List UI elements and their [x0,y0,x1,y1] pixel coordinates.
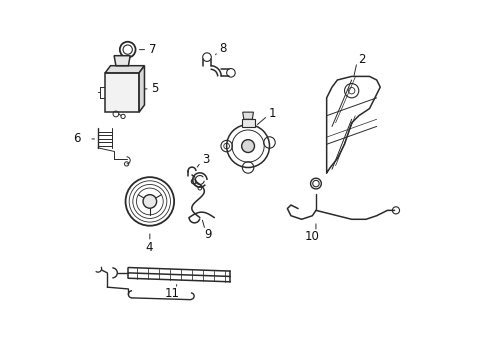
Circle shape [191,179,196,184]
Polygon shape [105,66,144,73]
Text: 8: 8 [218,42,225,55]
Text: 7: 7 [149,43,156,56]
Text: 6: 6 [73,132,80,145]
Text: 2: 2 [357,53,365,66]
Polygon shape [105,73,139,112]
Polygon shape [139,66,144,112]
Polygon shape [242,112,253,119]
Text: 9: 9 [204,228,212,241]
Text: 4: 4 [145,240,152,254]
Polygon shape [114,56,130,66]
Polygon shape [241,119,254,127]
Text: 3: 3 [202,153,209,166]
Text: 5: 5 [151,82,159,95]
Text: 10: 10 [304,230,319,243]
Circle shape [143,195,156,208]
Circle shape [241,140,254,153]
Text: 1: 1 [268,107,276,120]
Text: 11: 11 [164,287,180,300]
